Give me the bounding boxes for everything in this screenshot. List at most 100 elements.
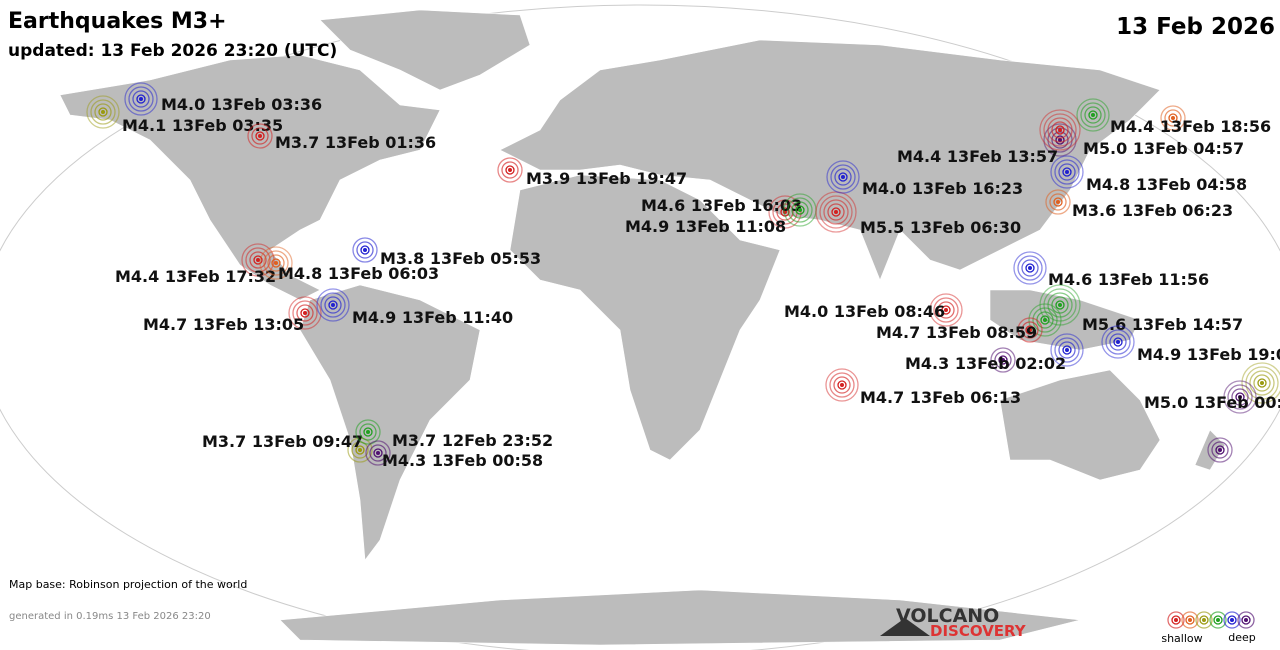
quake[interactable]: M5.0 13Feb 00:4 bbox=[1144, 380, 1280, 414]
quake-label: M4.1 13Feb 03:35 bbox=[122, 116, 283, 135]
quake-label: M4.6 13Feb 16:03 bbox=[641, 196, 802, 215]
center bbox=[366, 430, 370, 434]
ring bbox=[324, 296, 342, 314]
ring bbox=[288, 296, 322, 330]
quake[interactable]: M4.6 13Feb 16:03 bbox=[641, 195, 802, 229]
center bbox=[783, 210, 787, 214]
ring bbox=[1241, 362, 1280, 404]
quake[interactable]: M4.9 13Feb 11:40 bbox=[316, 288, 513, 327]
ring bbox=[1017, 317, 1043, 343]
quake-label: M4.3 13Feb 02:02 bbox=[905, 354, 1066, 373]
quake[interactable]: M4.1 13Feb 03:35 bbox=[86, 95, 283, 135]
quake[interactable]: M4.0 13Feb 16:23 bbox=[826, 160, 1023, 198]
ring bbox=[373, 448, 383, 458]
quake[interactable]: M4.6 13Feb 11:56 bbox=[1013, 251, 1209, 289]
ring bbox=[505, 165, 515, 175]
ring bbox=[363, 427, 373, 437]
ring bbox=[998, 355, 1008, 365]
quake[interactable]: M4.8 13Feb 06:03 bbox=[259, 246, 439, 283]
quake[interactable]: M4.7 13Feb 06:13 bbox=[825, 368, 1021, 407]
quake[interactable]: M4.9 13Feb 19:08 bbox=[1101, 325, 1280, 364]
quake[interactable]: M4.7 13Feb 13:05 bbox=[143, 296, 322, 334]
ring bbox=[347, 437, 373, 463]
ring bbox=[1049, 193, 1067, 211]
quake[interactable]: M3.8 13Feb 05:53 bbox=[352, 237, 541, 268]
ring bbox=[1109, 333, 1127, 351]
ring bbox=[501, 161, 519, 179]
ring bbox=[1105, 329, 1131, 355]
quake-label: M4.3 13Feb 00:58 bbox=[382, 451, 543, 470]
ring bbox=[1058, 163, 1076, 181]
quake[interactable]: M4.8 13Feb 04:58 bbox=[1050, 155, 1247, 194]
ring bbox=[1237, 611, 1255, 629]
quake[interactable]: M4.4 13Feb 17:32 bbox=[115, 243, 276, 286]
ring bbox=[1227, 384, 1253, 410]
ring bbox=[1209, 611, 1227, 629]
center bbox=[139, 97, 143, 101]
quake[interactable]: M4.4 13Feb 18:56 bbox=[1076, 98, 1271, 136]
quake[interactable]: M5.5 13Feb 06:30 bbox=[815, 191, 1021, 237]
quake-label: M4.4 13Feb 13:57 bbox=[897, 147, 1058, 166]
quake-label: M4.9 13Feb 11:40 bbox=[352, 308, 513, 327]
legend-swatch bbox=[1181, 611, 1199, 629]
center bbox=[1058, 128, 1062, 132]
ring bbox=[259, 246, 293, 280]
quake-label: M4.0 13Feb 08:46 bbox=[784, 302, 945, 321]
quake-label: M4.9 13Feb 19:08 bbox=[1137, 345, 1280, 364]
quake[interactable]: M4.0 13Feb 03:36 bbox=[124, 82, 322, 116]
ring bbox=[271, 258, 281, 268]
ring bbox=[1025, 325, 1035, 335]
basemap bbox=[0, 4, 1280, 650]
ring bbox=[768, 195, 802, 229]
ring bbox=[1062, 345, 1072, 355]
logo[interactable]: VOLCANO DISCOVERY bbox=[880, 605, 1027, 640]
ring bbox=[249, 251, 267, 269]
ring bbox=[795, 205, 805, 215]
quake[interactable]: M4.0 13Feb 08:46 bbox=[784, 293, 963, 327]
center bbox=[1058, 138, 1062, 142]
ring bbox=[833, 376, 851, 394]
center bbox=[1260, 381, 1264, 385]
ring bbox=[933, 297, 959, 323]
center bbox=[840, 383, 844, 387]
quake[interactable]: M3.7 13Feb 09:47 bbox=[202, 432, 373, 463]
quake[interactable]: M3.6 13Feb 06:23 bbox=[1045, 189, 1233, 220]
extra-marker bbox=[1160, 105, 1186, 131]
quake[interactable]: M4.3 13Feb 02:02 bbox=[905, 347, 1066, 373]
quake[interactable]: M3.7 12Feb 23:52 bbox=[355, 419, 553, 450]
quake-label: M5.0 13Feb 00:4 bbox=[1144, 393, 1280, 412]
ring bbox=[1088, 110, 1098, 120]
center bbox=[1001, 358, 1005, 362]
quake[interactable]: M5.0 13Feb 04:57 bbox=[1039, 109, 1244, 158]
quake[interactable]: M4.9 13Feb 11:08 bbox=[625, 193, 817, 236]
ring bbox=[1223, 611, 1241, 629]
ring bbox=[1207, 437, 1233, 463]
quake[interactable]: M3.7 13Feb 01:36 bbox=[247, 123, 436, 152]
ring bbox=[1101, 325, 1135, 359]
quake[interactable]: M3.9 13Feb 19:47 bbox=[497, 157, 687, 188]
ring bbox=[1051, 121, 1069, 139]
ring bbox=[1227, 615, 1237, 625]
ring bbox=[86, 95, 120, 129]
ring bbox=[1025, 263, 1035, 273]
ring bbox=[1054, 337, 1080, 363]
ring bbox=[1017, 255, 1043, 281]
ring bbox=[787, 197, 813, 223]
quake[interactable]: M4.7 13Feb 08:59 bbox=[876, 317, 1043, 343]
legend-swatch bbox=[1209, 611, 1227, 629]
ring bbox=[1050, 333, 1084, 367]
quake[interactable]: M5.6 13Feb 14:57 bbox=[1039, 284, 1243, 334]
quake-label: M3.9 13Feb 19:47 bbox=[526, 169, 687, 188]
ring bbox=[296, 304, 314, 322]
ring bbox=[830, 164, 856, 190]
quake[interactable]: M4.3 13Feb 00:58 bbox=[365, 440, 543, 470]
ring bbox=[1080, 102, 1106, 128]
legend-swatch bbox=[1195, 611, 1213, 629]
ring bbox=[316, 288, 350, 322]
ring bbox=[1032, 307, 1058, 333]
ring bbox=[827, 203, 845, 221]
quake-label: M4.7 13Feb 06:13 bbox=[860, 388, 1021, 407]
ring bbox=[1028, 303, 1062, 337]
extra-marker bbox=[1207, 437, 1233, 463]
